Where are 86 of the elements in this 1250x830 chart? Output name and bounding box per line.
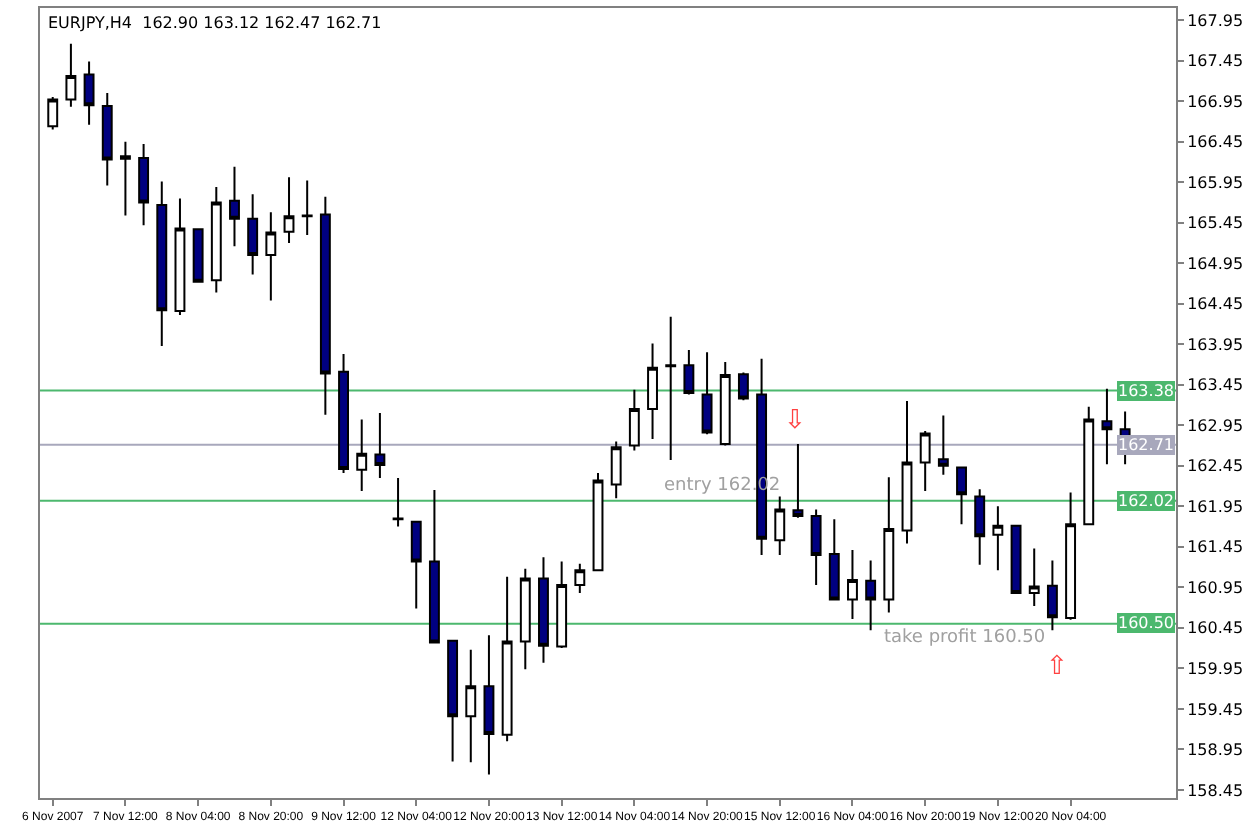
y-tick-label: 162.95 <box>1187 416 1244 435</box>
candlestick <box>47 96 59 131</box>
annotation: take profit 160.50 <box>884 628 1046 648</box>
candlestick <box>865 559 877 632</box>
y-tick-label: 162.45 <box>1187 457 1244 476</box>
candlestick <box>174 197 186 317</box>
candlestick <box>647 342 658 441</box>
candlestick <box>719 361 731 447</box>
candlestick <box>101 92 113 187</box>
y-tick-label: 159.45 <box>1187 700 1244 719</box>
candlestick <box>119 140 131 217</box>
y-tick-label: 166.95 <box>1187 92 1244 111</box>
candlestick <box>610 440 622 500</box>
candlestick <box>410 519 422 610</box>
annotation: ⇩ <box>784 406 806 436</box>
candlestick <box>247 193 259 276</box>
y-tick-label: 166.45 <box>1187 133 1244 152</box>
candlestick <box>319 195 331 416</box>
candlestick <box>65 42 77 108</box>
candlestick <box>774 495 786 556</box>
candlestick <box>919 429 931 492</box>
candlestick <box>210 186 222 294</box>
candlestick <box>992 505 1004 572</box>
candlestick <box>356 418 368 492</box>
candlestick <box>683 348 695 396</box>
candlestick <box>374 412 386 479</box>
candlestick <box>737 371 749 402</box>
candlestick <box>229 165 240 248</box>
candlestick <box>810 508 822 586</box>
candlestick <box>701 351 713 436</box>
y-tick-label: 158.45 <box>1187 781 1244 800</box>
candlestick <box>519 567 531 671</box>
y-tick-label: 159.95 <box>1187 659 1244 678</box>
candlestick <box>665 315 677 462</box>
ref-line-label: 163.38 <box>1118 382 1174 400</box>
annotation: ⇧ <box>1046 652 1068 682</box>
candlestick <box>392 476 404 528</box>
y-tick-label: 158.95 <box>1187 740 1244 759</box>
candlestick <box>283 176 295 244</box>
candlestick <box>1065 491 1077 621</box>
candlestick <box>483 634 495 776</box>
candlestick <box>828 518 840 602</box>
candlestick <box>501 575 513 743</box>
candlestick <box>138 143 150 227</box>
candlestick <box>265 211 277 302</box>
y-tick-label: 164.95 <box>1187 254 1244 273</box>
candlestick <box>447 639 459 763</box>
candlestick <box>883 476 895 614</box>
y-tick-label: 167.45 <box>1187 52 1244 71</box>
candlestick <box>465 648 477 764</box>
candlestick <box>428 489 440 645</box>
candlestick <box>974 488 986 566</box>
candlestick <box>538 556 549 664</box>
candlestick <box>156 180 168 347</box>
y-tick-label: 161.45 <box>1187 538 1244 557</box>
y-tick-label: 165.95 <box>1187 173 1244 192</box>
ref-line-label: 162.71 <box>1118 436 1174 454</box>
candlestick <box>574 562 586 594</box>
candlestick <box>847 549 858 620</box>
candlestick <box>556 560 568 650</box>
candlestick <box>192 227 204 284</box>
ref-line-label: 162.02 <box>1118 492 1174 510</box>
y-tick-label: 161.95 <box>1187 497 1244 516</box>
candlestick <box>628 388 640 452</box>
candlestick <box>592 472 604 572</box>
candlestick <box>1046 559 1058 632</box>
candlestick <box>1010 523 1022 595</box>
candlestick <box>792 442 804 519</box>
chart-title: EURJPY,H4 162.90 163.12 162.47 162.71 <box>48 14 382 32</box>
y-tick-label: 160.95 <box>1187 578 1244 597</box>
candlestick <box>1101 387 1113 466</box>
y-tick-label: 165.45 <box>1187 214 1244 233</box>
candlestick <box>338 352 349 475</box>
candlestick <box>937 414 949 476</box>
candlestick <box>956 465 967 526</box>
candlestick <box>1083 405 1095 526</box>
y-tick-label: 167.95 <box>1187 11 1244 30</box>
y-tick-label: 163.45 <box>1187 376 1244 395</box>
candlestick <box>901 399 913 545</box>
y-tick-label: 163.95 <box>1187 335 1244 354</box>
y-tick-label: 160.45 <box>1187 619 1244 638</box>
candlestick <box>83 60 95 126</box>
candlestick <box>301 179 313 236</box>
y-tick-label: 164.45 <box>1187 295 1244 314</box>
candlestick <box>1028 547 1040 607</box>
ref-line-label: 160.50 <box>1118 614 1174 632</box>
